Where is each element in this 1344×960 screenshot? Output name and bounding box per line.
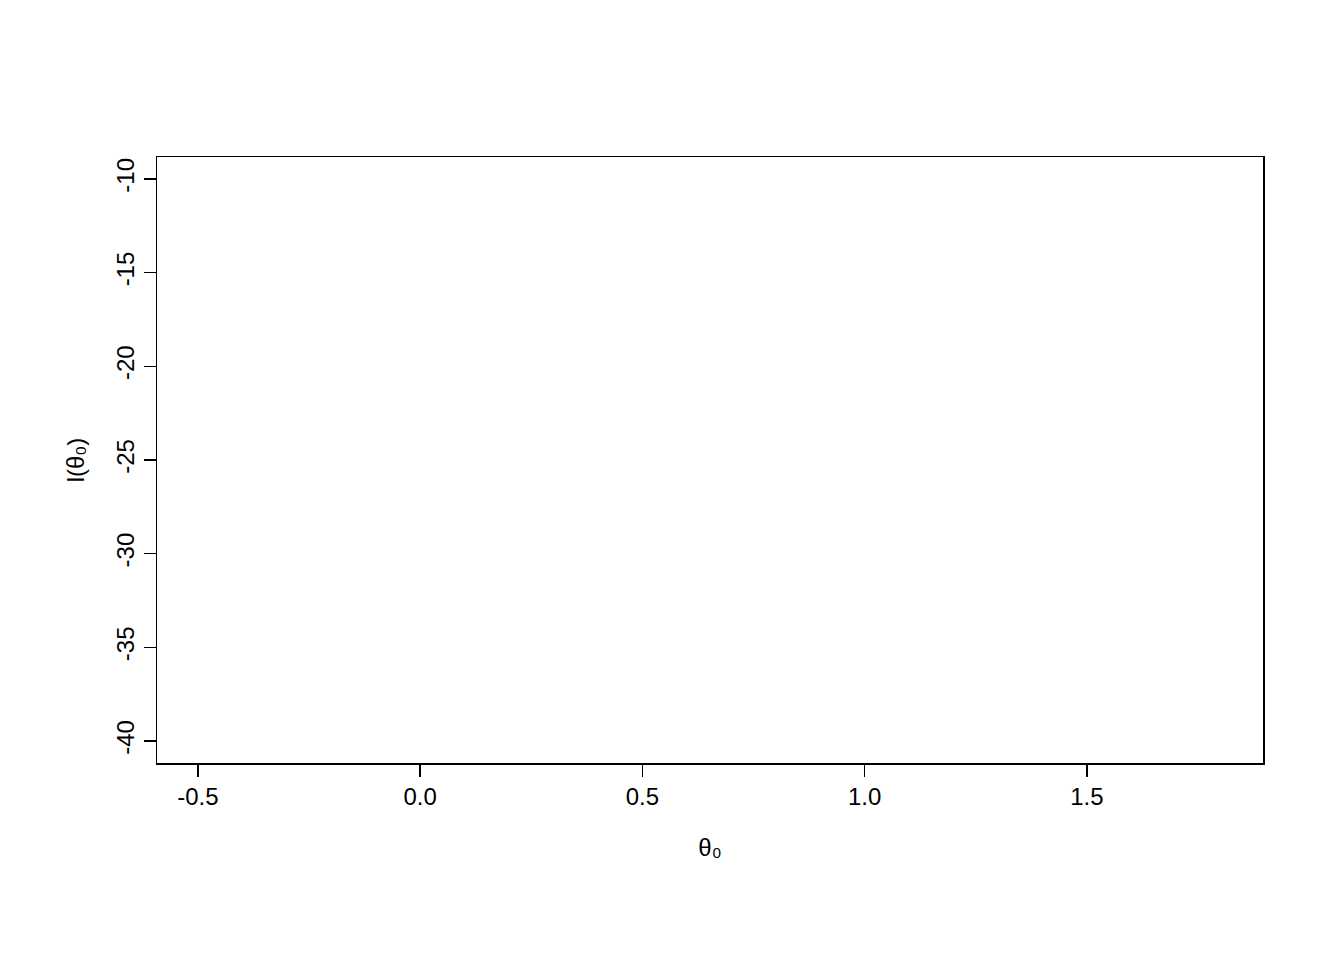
- svg-text:1.5: 1.5: [1070, 783, 1103, 810]
- svg-text:-10: -10: [112, 158, 139, 193]
- svg-text:0.0: 0.0: [403, 783, 436, 810]
- svg-text:0.5: 0.5: [626, 783, 659, 810]
- svg-text:-15: -15: [112, 252, 139, 287]
- svg-text:-35: -35: [112, 626, 139, 661]
- svg-text:-30: -30: [112, 533, 139, 568]
- svg-text:-25: -25: [112, 439, 139, 474]
- svg-text:-20: -20: [112, 345, 139, 380]
- svg-text:-0.5: -0.5: [177, 783, 218, 810]
- svg-text:-40: -40: [112, 720, 139, 755]
- svg-text:l(θ₀): l(θ₀): [62, 438, 89, 483]
- svg-text:θ₀: θ₀: [698, 834, 721, 861]
- svg-text:1.0: 1.0: [848, 783, 881, 810]
